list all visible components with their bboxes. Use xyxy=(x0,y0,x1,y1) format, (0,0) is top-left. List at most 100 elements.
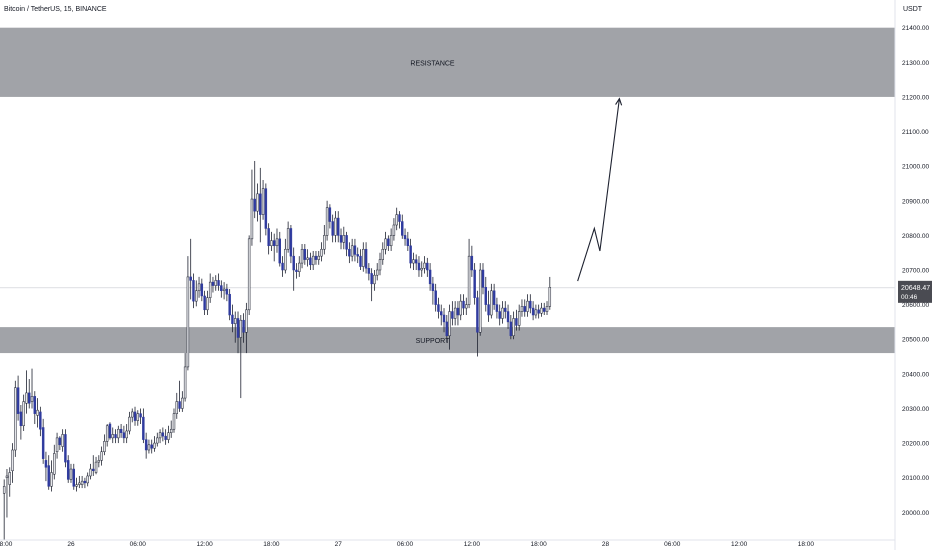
candle-down xyxy=(515,318,518,326)
candle-up xyxy=(186,276,190,368)
candle-down xyxy=(398,214,401,222)
candle-up xyxy=(156,437,159,444)
candle-down xyxy=(44,460,48,468)
candle-down xyxy=(356,254,359,257)
candle-down xyxy=(456,307,460,316)
projection-arrowhead xyxy=(615,97,623,106)
candle-up xyxy=(256,193,259,212)
candle-down xyxy=(236,318,240,338)
candle-up xyxy=(284,248,287,271)
candle-down xyxy=(200,283,204,297)
candle-up xyxy=(448,311,451,337)
x-tick-label: 18:00 xyxy=(0,541,13,548)
x-tick-label: 12:00 xyxy=(196,541,213,548)
candle-down xyxy=(231,314,234,324)
y-tick-label: 20900.00 xyxy=(902,198,929,205)
candle-down xyxy=(228,293,231,316)
candle-down xyxy=(92,468,95,472)
candle-down xyxy=(451,311,454,319)
candle-down xyxy=(39,411,42,430)
candle-down xyxy=(72,468,75,487)
candle-up xyxy=(111,434,114,439)
candle-up xyxy=(501,307,504,319)
candle-down xyxy=(529,300,532,309)
candle-down xyxy=(66,460,70,480)
candle-up xyxy=(298,262,301,272)
candle-down xyxy=(189,276,192,281)
candle-up xyxy=(78,482,81,485)
y-tick-label: 21000.00 xyxy=(902,164,929,171)
candle-down xyxy=(481,269,485,288)
candle-up xyxy=(317,255,320,260)
candle-down xyxy=(476,297,479,333)
candle-down xyxy=(543,307,546,312)
candle-up xyxy=(381,248,385,260)
zone-1-label: SUPPORT xyxy=(416,338,450,345)
candle-up xyxy=(125,430,128,439)
candle-down xyxy=(64,434,67,463)
candle-down xyxy=(281,262,284,271)
candle-down xyxy=(33,396,37,414)
candle-up xyxy=(36,409,39,416)
candle-down xyxy=(401,221,404,236)
candle-up xyxy=(206,297,209,311)
y-tick-label: 20600.00 xyxy=(902,302,929,309)
y-tick-label: 20300.00 xyxy=(902,406,929,413)
candle-down xyxy=(331,221,334,236)
candle-up xyxy=(520,306,524,312)
zone-0-label: RESISTANCE xyxy=(410,60,455,67)
candle-up xyxy=(478,269,482,333)
candle-up xyxy=(392,224,396,236)
candle-down xyxy=(144,439,148,451)
x-tick-label: 18:00 xyxy=(531,541,548,548)
candle-up xyxy=(517,311,521,326)
candle-up xyxy=(25,392,28,404)
candle-up xyxy=(323,235,326,250)
candle-down xyxy=(442,314,446,323)
candle-up xyxy=(2,486,6,494)
candle-up xyxy=(30,396,34,402)
candle-down xyxy=(164,435,167,440)
candle-up xyxy=(117,428,120,439)
candle-up xyxy=(55,437,59,452)
y-tick-label: 20700.00 xyxy=(902,268,929,275)
candle-up xyxy=(222,288,226,292)
candle-down xyxy=(473,269,476,298)
x-tick-label: 27 xyxy=(335,541,343,548)
candle-down xyxy=(470,255,474,271)
candle-up xyxy=(245,309,248,333)
candle-up xyxy=(94,461,98,473)
candle-up xyxy=(197,283,201,292)
candle-down xyxy=(58,437,62,446)
x-tick-label: 12:00 xyxy=(464,541,481,548)
candle-up xyxy=(490,290,493,316)
candle-down xyxy=(272,240,276,247)
candle-down xyxy=(41,427,45,459)
candle-up xyxy=(5,475,9,478)
zone-0-band xyxy=(0,27,895,97)
candle-up xyxy=(540,307,543,314)
candle-up xyxy=(250,198,254,240)
symbol-title: Bitcoin / TetherUS, 15, BINANCE xyxy=(4,6,107,13)
candle-up xyxy=(261,188,265,215)
candle-up xyxy=(89,468,92,477)
candle-down xyxy=(133,411,137,421)
candle-down xyxy=(328,207,332,222)
x-tick-label: 18:00 xyxy=(263,541,280,548)
candle-up xyxy=(350,245,354,257)
candle-up xyxy=(247,238,251,311)
candle-up xyxy=(153,442,156,449)
candle-down xyxy=(531,307,535,316)
candle-up xyxy=(362,248,365,267)
candle-down xyxy=(203,295,206,311)
candle-down xyxy=(19,411,23,427)
candle-up xyxy=(80,480,84,485)
candle-up xyxy=(453,307,457,319)
x-tick-label: 28 xyxy=(602,541,610,548)
candle-up xyxy=(105,425,109,442)
candle-down xyxy=(295,269,298,272)
candle-up xyxy=(526,300,529,312)
candle-down xyxy=(387,238,390,247)
currency-label: USDT xyxy=(903,6,923,13)
